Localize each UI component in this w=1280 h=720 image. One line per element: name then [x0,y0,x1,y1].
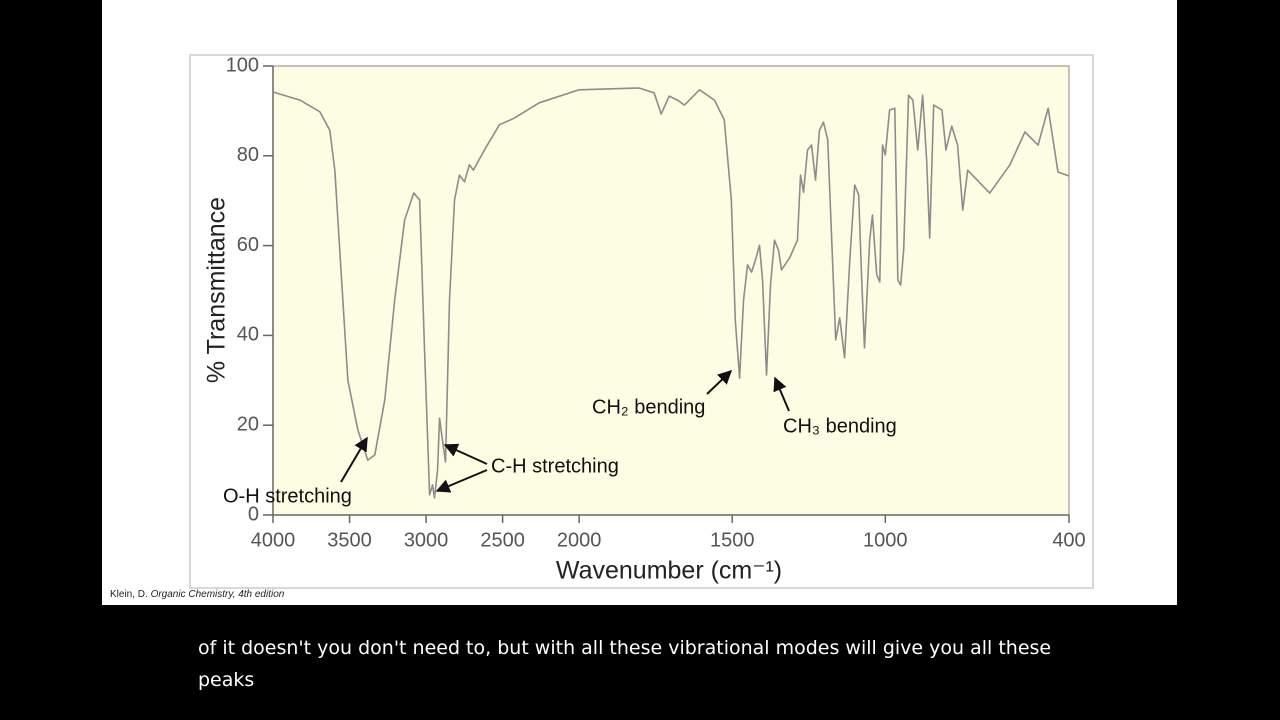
x-tick-label: 3000 [404,529,449,551]
y-tick-label: 0 [248,503,259,525]
annotation: CH₃ bending [783,415,897,437]
arrow [340,436,368,483]
x-tick-label: 4000 [251,529,296,551]
y-tick-label: 80 [237,144,259,166]
source-title: Organic Chemistry, 4th edition [151,589,285,600]
y-tick-label: 60 [237,234,259,256]
arrow [773,376,790,412]
x-axis-label: Wavenumber (cm⁻¹) [556,557,782,585]
annotation: C-H stretching [491,455,619,477]
caption-line: peaks [198,669,254,691]
source-author: Klein, D. [110,589,148,600]
y-tick-label: 40 [237,324,259,346]
x-tick-label: 1000 [863,529,908,551]
arrow [706,370,733,395]
y-axis-label: % Transmittance [203,197,231,383]
x-tick-label: 400 [1052,529,1085,551]
caption-line: of it doesn't you don't need to, but wit… [198,637,1051,659]
annotation: CH₂ bending [592,396,705,418]
x-tick-label: 2000 [557,529,602,551]
source-credit: Klein, D. Organic Chemistry, 4th edition [110,589,285,600]
x-tick-label: 2500 [480,529,525,551]
spectrum-line [272,87,1070,499]
arrow [443,443,488,465]
x-tick-label: 3500 [327,529,372,551]
y-tick-label: 20 [237,413,259,435]
x-tick-label: 1500 [710,529,755,551]
arrow [435,469,488,493]
plot: 0 20 40 60 80 100 4000 3500 3000 2500 2000 1500 1000… [226,54,1086,551]
y-tick-label: 100 [226,54,259,76]
plot-area [272,65,1070,516]
annotation: O-H stretching [223,485,352,507]
